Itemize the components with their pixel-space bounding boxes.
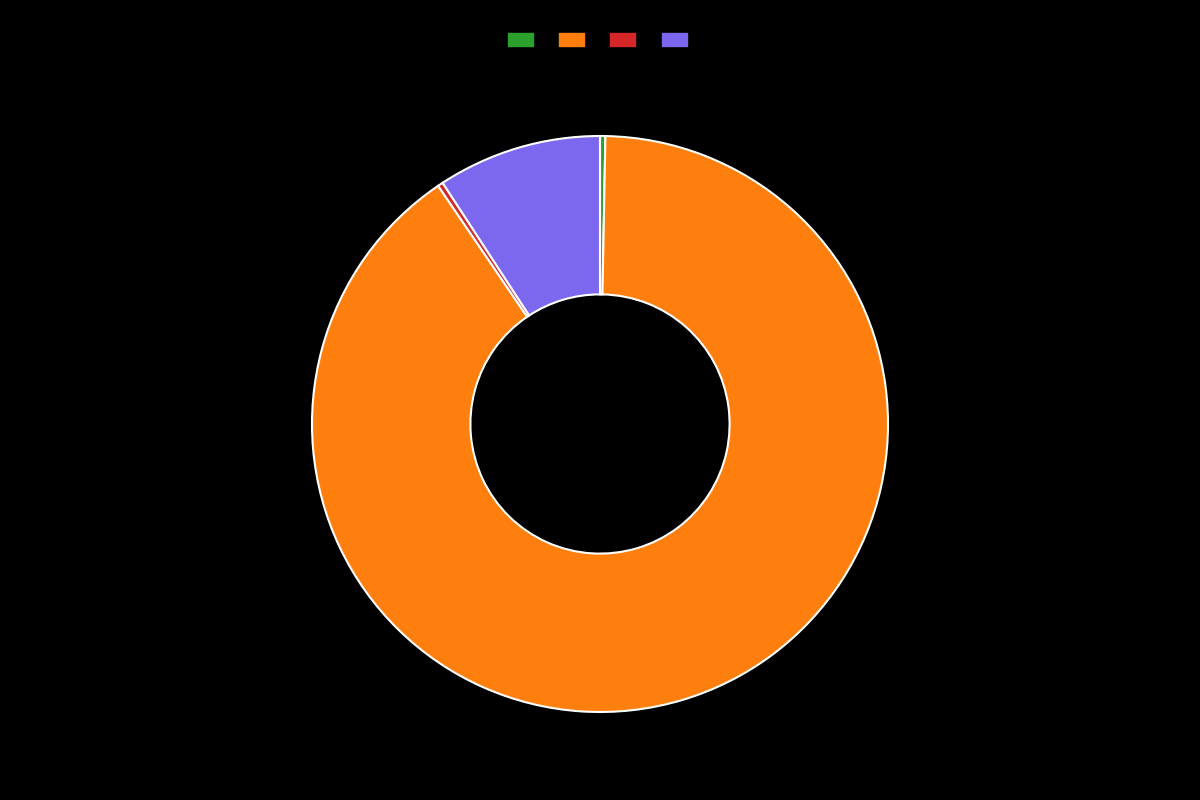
- Wedge shape: [600, 136, 606, 294]
- Wedge shape: [443, 136, 600, 315]
- Legend: , , , : , , ,: [502, 28, 698, 53]
- Wedge shape: [312, 136, 888, 712]
- Wedge shape: [438, 182, 529, 317]
